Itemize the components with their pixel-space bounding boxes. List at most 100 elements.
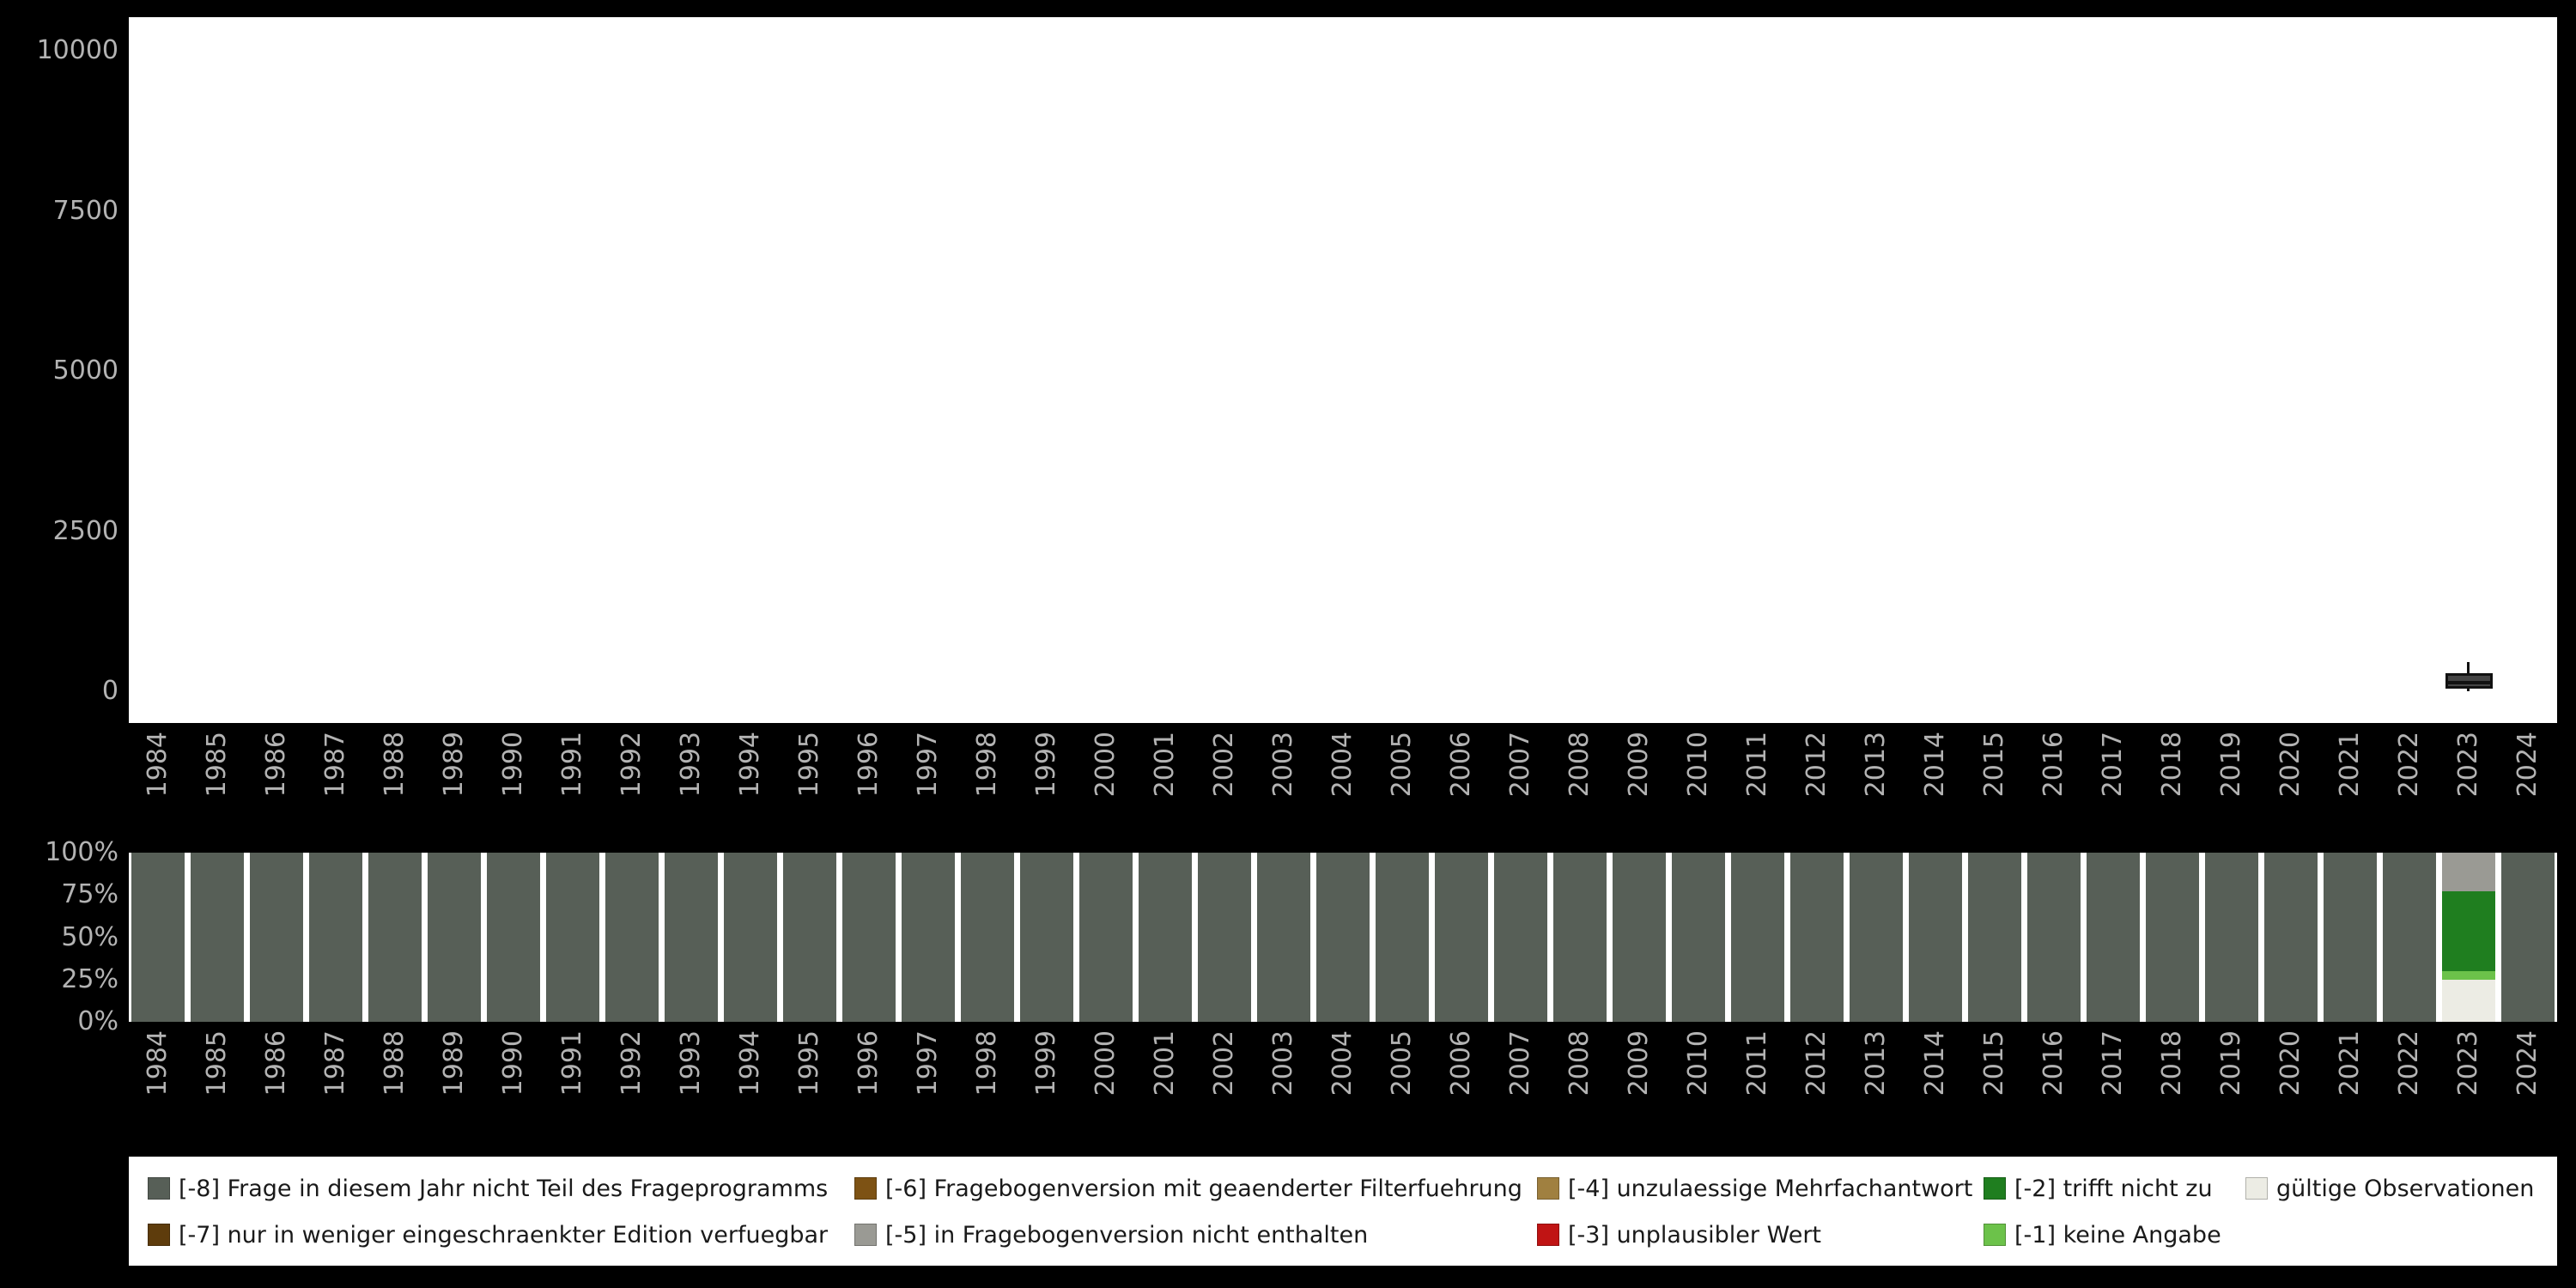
x-axis-year-label: 2010	[1682, 1030, 1713, 1097]
top-y-axis-tick-label: 2500	[52, 515, 118, 546]
bar-segment	[487, 853, 541, 1022]
x-axis-year-label: 2016	[2038, 732, 2069, 798]
bar-segment	[1139, 853, 1193, 1022]
boxplot-box	[2445, 673, 2493, 689]
x-axis-year-label: 2020	[2275, 1030, 2306, 1097]
x-axis-year-label: 2011	[1741, 1030, 1772, 1097]
x-axis-year-label: 2005	[1386, 732, 1417, 798]
legend-swatch	[2245, 1177, 2268, 1200]
legend-swatch	[148, 1224, 170, 1246]
x-axis-year-label: 2000	[1091, 1030, 1121, 1097]
x-axis-year-label: 1999	[1031, 732, 1062, 798]
x-axis-year-label: 2006	[1445, 732, 1476, 798]
bar-segment	[1849, 853, 1903, 1022]
bar-segment	[1316, 853, 1370, 1022]
x-axis-year-label: 1997	[913, 732, 944, 798]
x-axis-year-label: 1998	[972, 1030, 1003, 1097]
bar-segment	[131, 853, 185, 1022]
x-axis-year-label: 1989	[439, 1030, 470, 1097]
bar-segment	[2323, 853, 2377, 1022]
x-axis-year-label: 2023	[2452, 1030, 2483, 1097]
x-axis-year-label: 1987	[320, 1030, 351, 1097]
bar-segment	[428, 853, 482, 1022]
legend-swatch	[1537, 1177, 1559, 1200]
x-axis-year-label: 2010	[1682, 732, 1713, 798]
x-axis-year-label: 2013	[1860, 1030, 1891, 1097]
bar-segment	[842, 853, 896, 1022]
x-axis-year-label: 1991	[557, 1030, 588, 1097]
x-axis-year-label: 1998	[972, 732, 1003, 798]
bar-segment	[191, 853, 245, 1022]
bar-segment	[1612, 853, 1666, 1022]
legend-swatch	[854, 1224, 877, 1246]
bar-segment	[1257, 853, 1311, 1022]
bar-segment	[2204, 853, 2258, 1022]
legend-swatch	[1537, 1224, 1559, 1246]
x-axis-year-label: 2020	[2275, 732, 2306, 798]
x-axis-year-label: 2014	[1919, 732, 1950, 798]
x-axis-year-label: 1993	[676, 732, 707, 798]
x-axis-year-label: 2000	[1091, 732, 1121, 798]
x-axis-year-label: 1999	[1031, 1030, 1062, 1097]
bar-segment	[1375, 853, 1429, 1022]
bar-segment	[783, 853, 837, 1022]
bar-segment	[1434, 853, 1488, 1022]
legend-label: [-6] Fragebogenversion mit geaenderter F…	[885, 1176, 1522, 1202]
legend-label: [-8] Frage in diesem Jahr nicht Teil des…	[179, 1176, 829, 1202]
bar-segment	[1020, 853, 1074, 1022]
x-axis-year-label: 2016	[2038, 1030, 2069, 1097]
x-axis-year-label: 2008	[1564, 1030, 1595, 1097]
x-axis-year-label: 2009	[1623, 1030, 1654, 1097]
bar-segment	[1730, 853, 1784, 1022]
x-axis-year-label: 1991	[557, 732, 588, 798]
bar-segment	[2441, 970, 2495, 980]
x-axis-year-label: 2012	[1801, 732, 1832, 798]
x-axis-year-label: 1990	[498, 1030, 529, 1097]
x-axis-year-label: 1986	[261, 732, 292, 798]
x-axis-year-label: 2004	[1327, 1030, 1358, 1097]
bar-segment	[665, 853, 719, 1022]
top-y-axis-tick-label: 10000	[36, 35, 118, 65]
x-axis-year-label: 1994	[735, 1030, 766, 1097]
bottom-y-axis-tick-label: 75%	[61, 879, 118, 910]
bar-segment	[1908, 853, 1962, 1022]
bar-segment	[1493, 853, 1547, 1022]
x-axis-year-label: 2021	[2334, 732, 2365, 798]
x-axis-year-label: 1988	[380, 732, 410, 798]
bar-segment	[368, 853, 422, 1022]
x-axis-year-label: 1984	[143, 732, 173, 798]
legend-swatch	[854, 1177, 877, 1200]
x-axis-year-label: 1994	[735, 732, 766, 798]
x-axis-year-label: 2024	[2512, 732, 2543, 798]
legend-label: [-2] trifft nicht zu	[2014, 1176, 2213, 1202]
x-axis-year-label: 1992	[617, 732, 647, 798]
x-axis-year-label: 2015	[1978, 732, 2009, 798]
x-axis-year-label: 2024	[2512, 1030, 2543, 1097]
bar-segment	[2500, 853, 2555, 1022]
x-axis-year-label: 2023	[2452, 732, 2483, 798]
bar-segment	[902, 853, 956, 1022]
boxplot-median-line	[2445, 681, 2493, 685]
x-axis-year-label: 2001	[1150, 1030, 1181, 1097]
bar-segment	[309, 853, 363, 1022]
bar-segment	[2086, 853, 2140, 1022]
legend-label: [-5] in Fragebogenversion nicht enthalte…	[885, 1222, 1369, 1249]
bar-segment	[605, 853, 659, 1022]
x-axis-year-label: 2013	[1860, 732, 1891, 798]
legend-label: [-4] unzulaessige Mehrfachantwort	[1568, 1176, 1973, 1202]
bar-segment	[546, 853, 600, 1022]
bottom-y-axis-tick-label: 100%	[45, 837, 118, 867]
observations-boxplot-plot-area	[129, 17, 2557, 723]
top-y-axis-tick-label: 0	[101, 676, 118, 706]
legend: [-8] Frage in diesem Jahr nicht Teil des…	[129, 1157, 2557, 1266]
bar-segment	[961, 853, 1015, 1022]
bar-segment	[2382, 853, 2436, 1022]
top-y-axis-tick-label: 5000	[52, 355, 118, 386]
bottom-y-axis-tick-label: 25%	[61, 963, 118, 994]
x-axis-year-label: 2015	[1978, 1030, 2009, 1097]
bar-segment	[1789, 853, 1844, 1022]
x-axis-year-label: 1984	[143, 1030, 173, 1097]
x-axis-year-label: 1986	[261, 1030, 292, 1097]
bar-segment	[2026, 853, 2081, 1022]
